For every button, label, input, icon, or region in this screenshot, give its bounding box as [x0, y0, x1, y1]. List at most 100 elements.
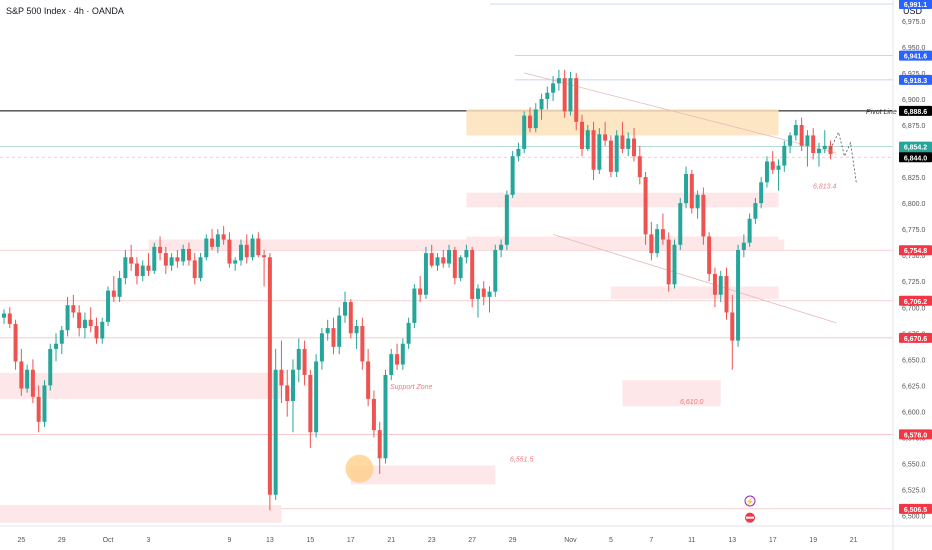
candle-body [204, 238, 209, 258]
candle-body [48, 348, 53, 386]
candle-body [799, 124, 804, 146]
candle-body [406, 322, 411, 344]
candle-body [400, 343, 405, 365]
candle-body [25, 369, 30, 389]
candle-body [568, 78, 573, 112]
candle-body [117, 278, 122, 297]
candle-body [545, 92, 550, 99]
zone-rect [350, 465, 496, 485]
candle-body [54, 343, 59, 349]
candle-body [672, 244, 677, 285]
candle-body [782, 145, 787, 166]
candle-body [724, 276, 729, 313]
x-tick-label: 3 [147, 537, 151, 544]
candle-body [614, 135, 619, 172]
highlight-circle [345, 454, 374, 483]
candle-body [730, 312, 735, 341]
candle-body [533, 109, 538, 129]
candle-body [574, 78, 579, 122]
candle-body [655, 229, 660, 254]
candle-body [175, 257, 180, 262]
x-tick-label: Nov [564, 537, 577, 544]
candle-body [643, 177, 648, 235]
candle-body [2, 313, 6, 318]
zone-label: 6,610.0 [680, 399, 703, 406]
zone-rect [622, 380, 721, 407]
candle-body [510, 156, 515, 195]
candle-body [539, 98, 544, 110]
candle-body [129, 257, 134, 264]
price-tag-label: 6,854.2 [904, 145, 927, 152]
candle-body [597, 134, 602, 170]
y-tick-label: 6,500.0 [902, 514, 925, 521]
candle-body [441, 257, 446, 264]
price-tag [899, 50, 932, 61]
x-tick-label: 19 [809, 537, 817, 544]
candle-body [458, 257, 463, 279]
zone-label: 6,813.4 [813, 184, 836, 191]
candle-body [140, 265, 145, 277]
candle-body [181, 248, 186, 262]
x-tick-label: 21 [387, 537, 395, 544]
candle-body [776, 165, 781, 170]
candle-body [389, 354, 394, 375]
zone-rect [0, 505, 282, 523]
zone-rect [0, 372, 282, 399]
candle-body [354, 326, 359, 334]
candle-body [94, 326, 99, 339]
currency-label: USD [902, 6, 922, 16]
candle-body [608, 140, 613, 172]
candle-body [828, 145, 833, 155]
candle-body [348, 302, 353, 334]
x-tick-label: 21 [850, 537, 858, 544]
candle-body [660, 229, 665, 240]
price-tag [899, 295, 932, 306]
candle-body [395, 354, 400, 365]
candle-body [302, 348, 307, 375]
candle-body [285, 385, 290, 402]
candle-body [464, 249, 469, 258]
candle-body [377, 430, 382, 459]
candle-body [267, 257, 272, 495]
candle-body [366, 361, 371, 399]
zone-rect [466, 236, 779, 250]
candle-body [429, 253, 434, 266]
y-tick-label: 6,525.0 [902, 488, 925, 495]
candle-body [42, 385, 47, 422]
x-tick-label: 29 [58, 537, 66, 544]
candle-body [296, 348, 301, 370]
us-flag-stripe [746, 516, 754, 519]
price-tag [899, 245, 932, 256]
pivot-line-label: Pivot Line [866, 109, 897, 116]
zone-label: Support Zone [390, 384, 433, 391]
price-tag [899, 152, 932, 163]
candle-body [620, 135, 625, 149]
candle-body [291, 369, 295, 402]
candle-body [788, 135, 793, 146]
candle-body [522, 115, 527, 149]
candle-body [747, 218, 752, 243]
y-tick-label: 6,550.0 [902, 462, 925, 469]
candle-body [256, 238, 261, 256]
y-tick-label: 6,950.0 [902, 45, 925, 52]
candle-body [279, 369, 284, 386]
price-tag [899, 0, 932, 10]
y-tick-label: 6,900.0 [902, 97, 925, 104]
candle-body [580, 121, 584, 149]
candle-body [233, 260, 238, 264]
candle-body [123, 257, 128, 279]
zone-rect [466, 192, 779, 208]
x-tick-label: 23 [428, 537, 436, 544]
candle-body [684, 173, 689, 204]
y-tick-label: 6,925.0 [902, 71, 925, 78]
candle-body [816, 148, 821, 154]
candle-body [556, 78, 561, 84]
zone-label: 6,551.5 [510, 456, 533, 463]
candle-body [493, 249, 498, 292]
x-tick-label: 11 [688, 537, 695, 544]
flash-event-icon [744, 495, 756, 507]
candle-body [481, 288, 486, 297]
candle-body [585, 130, 590, 149]
candle-body [603, 134, 608, 141]
candle-body [59, 330, 64, 344]
